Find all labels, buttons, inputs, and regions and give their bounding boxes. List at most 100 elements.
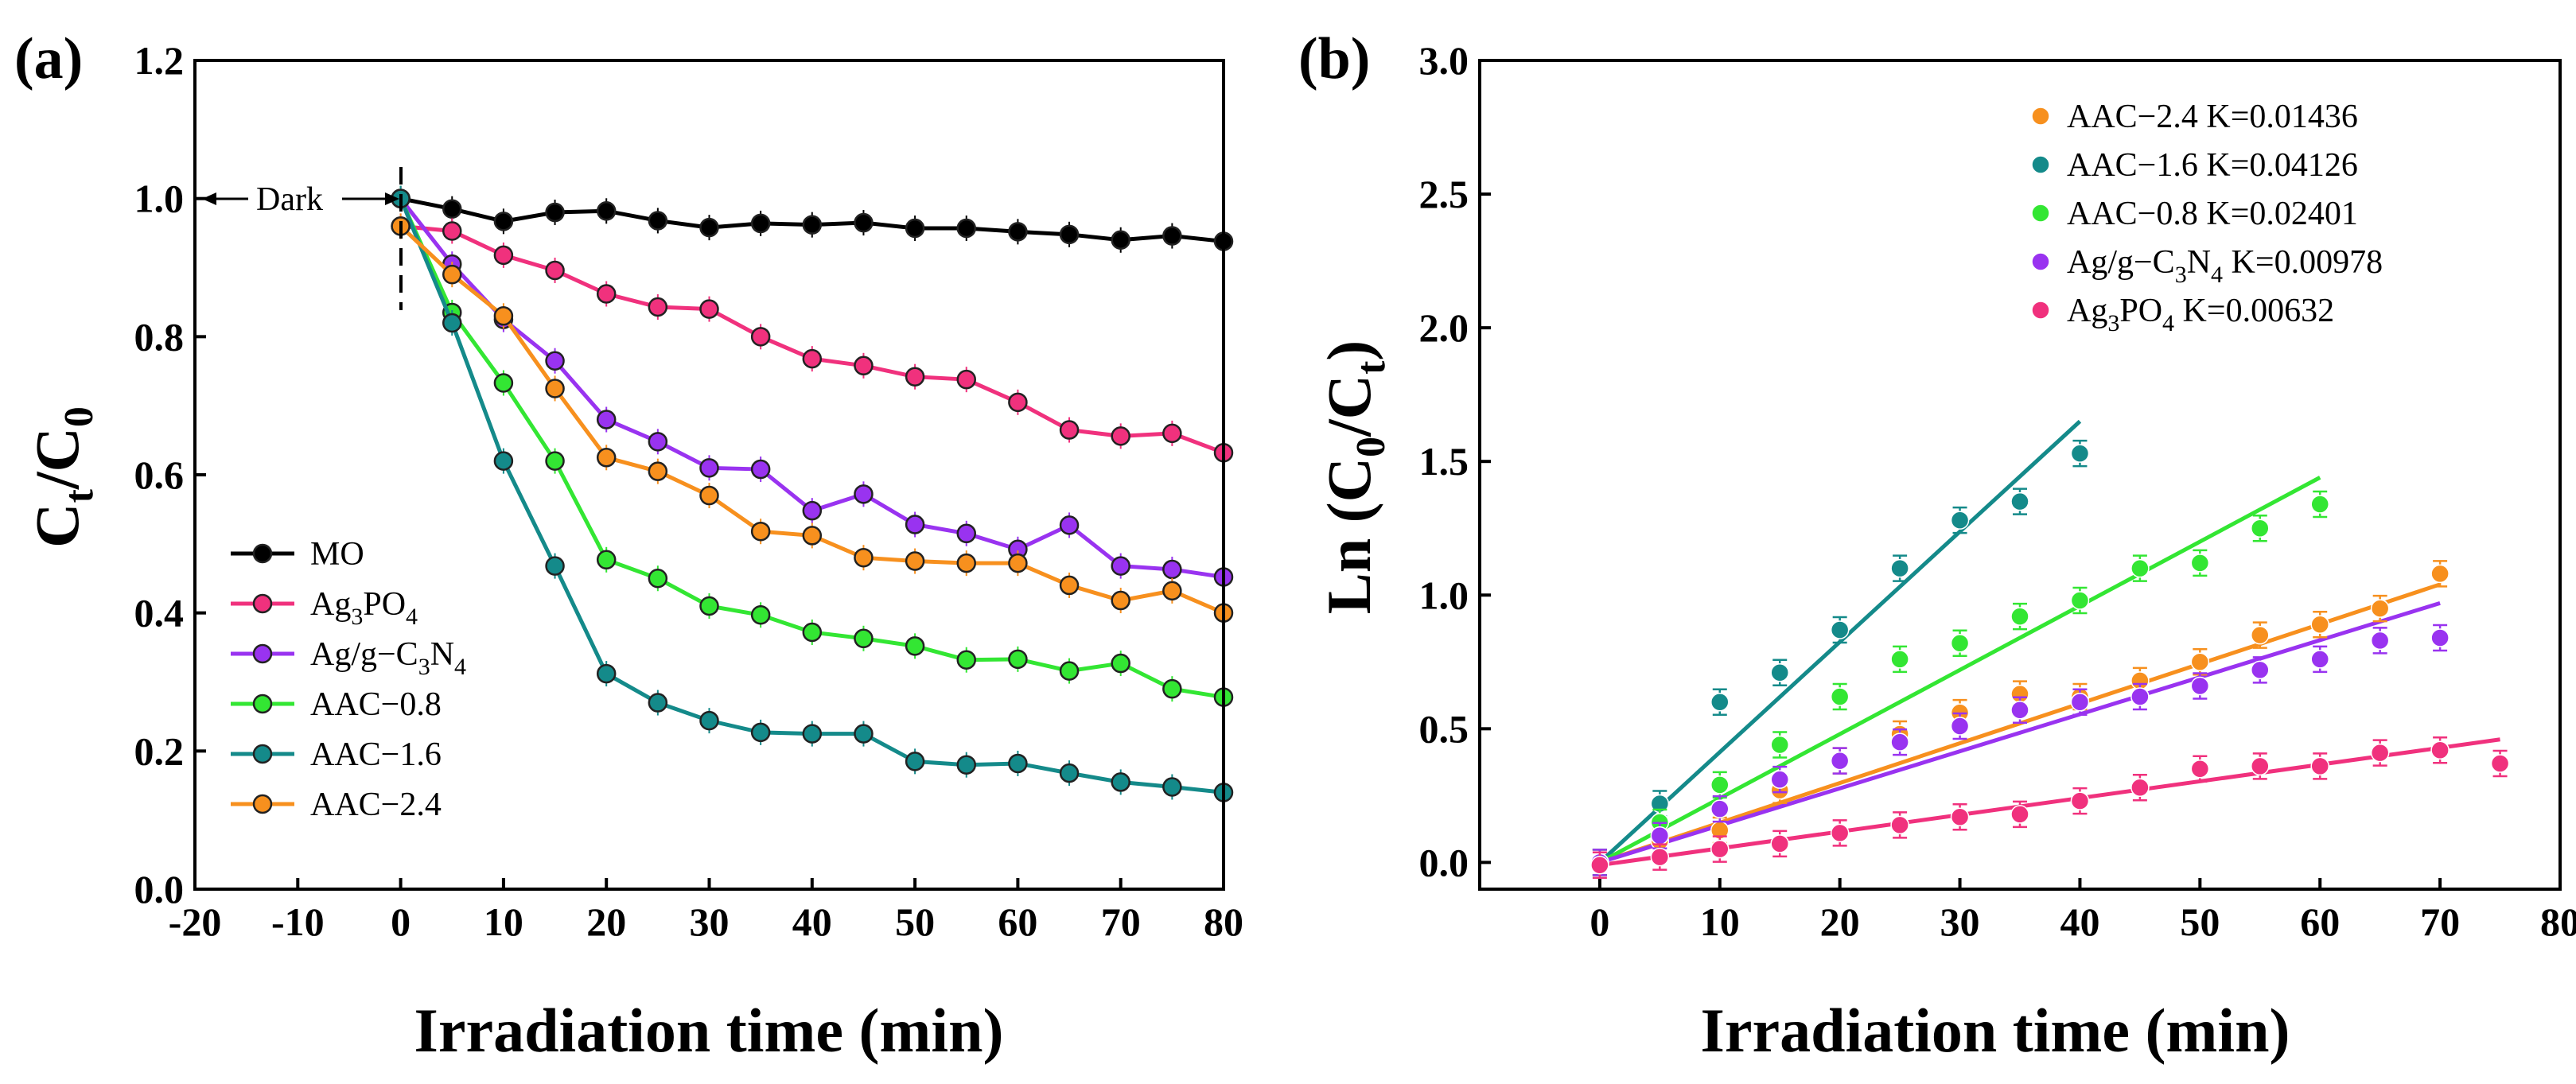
data-point (1008, 392, 1028, 413)
data-point (1890, 815, 1909, 835)
legend-marker (2031, 252, 2050, 271)
panel-b-series (1590, 439, 2510, 879)
legend-marker (252, 794, 273, 814)
legend-label-ag3po4: Ag3PO4 K=0.00632 (2067, 293, 2334, 336)
data-point (2010, 701, 2029, 720)
legend-text-part: 4 (2162, 310, 2174, 336)
data-point (802, 622, 823, 643)
data-point (905, 218, 925, 239)
data-point (1162, 777, 1182, 797)
y-tick-label: 3.0 (1419, 38, 1469, 83)
y-tick-label: 1.0 (134, 177, 185, 221)
x-tick-label: 60 (998, 899, 1037, 944)
series-aac-1-6 (391, 185, 1234, 806)
series-ag3po4 (391, 213, 1234, 466)
legend-marker (252, 694, 273, 714)
data-point (1059, 515, 1080, 535)
x-tick-label: -20 (169, 899, 222, 944)
legend-label-ag-g-c3n4: Ag/g−C3N4 (310, 636, 466, 680)
data-point (1059, 661, 1080, 681)
legend-marker (2031, 204, 2050, 223)
legend-marker (252, 744, 273, 764)
x-tick-label: 0 (391, 899, 411, 944)
data-point (1059, 224, 1080, 245)
y-tick-label: 0.0 (1419, 840, 1469, 884)
legend-item-aac-1-6: AAC−1.6 (231, 736, 442, 773)
data-point (2251, 519, 2270, 538)
data-point (1008, 222, 1028, 242)
panel-b-label: (b) (1298, 26, 1370, 91)
data-point (442, 264, 462, 285)
data-point (2010, 607, 2029, 626)
legend-text-part: 3 (2107, 310, 2119, 336)
y-tick-label: 0.2 (134, 728, 185, 773)
data-point (1008, 649, 1028, 670)
y-tick-label: 0.6 (134, 453, 185, 497)
data-point (442, 199, 462, 219)
x-tick-label: 80 (2540, 899, 2576, 944)
legend-text-part: AAC−1.6 (310, 736, 442, 773)
legend-label-mo: MO (310, 536, 364, 573)
data-point (905, 752, 925, 771)
data-point (956, 650, 976, 670)
data-point (1710, 839, 1730, 859)
data-point (1650, 847, 1670, 867)
data-point (2190, 676, 2210, 696)
data-point (1770, 735, 1789, 755)
data-point (2310, 650, 2329, 669)
data-point (1162, 581, 1182, 601)
panel-a-label: (a) (14, 26, 83, 91)
data-point (1059, 575, 1080, 596)
legend-item-ag3po4: Ag3PO4 K=0.00632 (2031, 293, 2334, 336)
legend-text-part: 3 (2175, 262, 2187, 288)
legend-text-part: 4 (406, 604, 418, 630)
data-point (648, 297, 668, 317)
data-point (2130, 558, 2150, 578)
data-point (545, 260, 565, 281)
x-tick-label: 50 (895, 899, 935, 944)
legend-marker (252, 543, 273, 564)
data-point (1008, 753, 1028, 774)
data-point (1950, 717, 1970, 736)
x-tick-label: 20 (586, 899, 626, 944)
data-point (854, 484, 874, 504)
data-point (750, 213, 771, 234)
legend-item-aac-2-4: AAC−2.4 (231, 787, 442, 823)
data-point (854, 628, 874, 649)
data-point (596, 550, 617, 570)
legend-label-aac-2-4: AAC−2.4 K=0.01436 (2067, 99, 2358, 135)
data-point (493, 245, 514, 266)
data-point (1590, 855, 1609, 875)
data-point (2310, 615, 2329, 634)
data-point (648, 211, 668, 231)
data-point (2370, 743, 2390, 763)
data-point (2430, 740, 2450, 760)
data-point (2070, 791, 2090, 810)
legend-item-aac-0-8: AAC−0.8 (231, 686, 442, 723)
legend-item-aac-1-6: AAC−1.6 K=0.04126 (2031, 147, 2358, 184)
legend-text-part: AAC−2.4 (310, 787, 442, 823)
data-point (854, 724, 874, 744)
data-point (1710, 692, 1730, 712)
fit-line-ag-g-c3n4 (1599, 600, 2441, 864)
legend-text-part: K=0.00632 (2174, 293, 2334, 329)
data-point (1710, 799, 1730, 818)
data-point (1890, 558, 1909, 578)
legend-marker (2031, 107, 2050, 126)
data-point (2070, 692, 2090, 712)
dark-label: Dark (256, 181, 323, 218)
data-point (956, 553, 976, 573)
legend-text-part: Ag/g−C (310, 636, 418, 673)
legend-text-part: AAC−0.8 K=0.02401 (2067, 196, 2358, 232)
panel-b-frame (1478, 59, 2562, 891)
legend-text-part: Ag/g−C (2067, 244, 2175, 281)
data-point (750, 521, 771, 542)
data-point (699, 485, 719, 506)
x-tick-label: 20 (1820, 899, 1860, 944)
data-point (956, 369, 976, 390)
data-point (2130, 687, 2150, 706)
series-line-ag3po4 (400, 223, 1224, 455)
data-point (2370, 631, 2390, 651)
legend-text-part: AAC−2.4 K=0.01436 (2067, 99, 2358, 135)
data-point (2010, 805, 2029, 824)
